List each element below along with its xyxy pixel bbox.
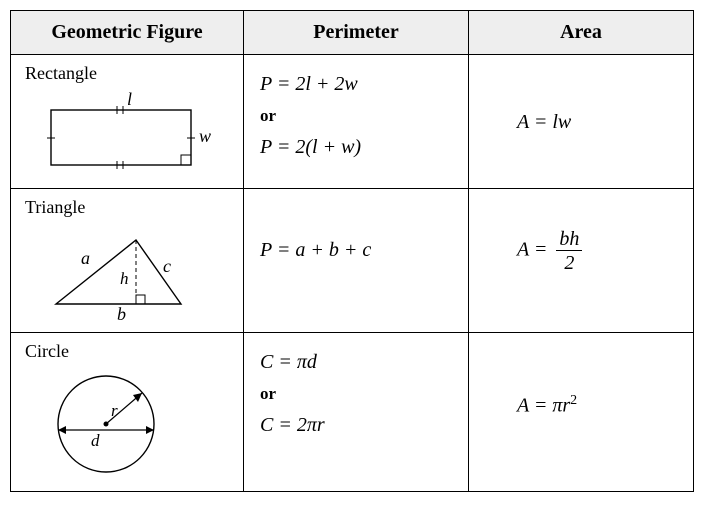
- label-h: h: [120, 269, 129, 288]
- label-r: r: [111, 401, 118, 420]
- row-circle: Circle r d: [11, 333, 694, 492]
- perim-rect-2: P = 2(l + w): [260, 136, 458, 159]
- row-triangle: Triangle a c b h: [11, 189, 694, 333]
- perim-rect-or: or: [260, 106, 458, 126]
- figure-name-triangle: Triangle: [25, 197, 233, 218]
- circ-1: C = πd: [260, 351, 458, 374]
- perimeter-triangle: P = a + b + c: [244, 189, 469, 333]
- circle-diagram: r d: [31, 366, 233, 481]
- perim-tri-1: P = a + b + c: [260, 239, 458, 262]
- figure-name-rectangle: Rectangle: [25, 63, 233, 84]
- area-tri-lhs: A =: [517, 239, 547, 261]
- header-row: Geometric Figure Perimeter Area: [11, 11, 694, 55]
- area-tri-num: bh: [556, 229, 582, 251]
- label-b: b: [117, 304, 126, 322]
- row-rectangle: Rectangle l: [11, 55, 694, 189]
- label-l: l: [127, 89, 132, 109]
- triangle-diagram: a c b h: [31, 222, 233, 322]
- formula-table: Geometric Figure Perimeter Area Rectangl…: [10, 10, 694, 492]
- rectangle-diagram: l w: [31, 88, 233, 178]
- area-circle-exp: 2: [570, 393, 577, 408]
- header-area: Area: [469, 11, 694, 55]
- label-w: w: [199, 126, 211, 146]
- label-d: d: [91, 431, 100, 450]
- circ-2: C = 2πr: [260, 414, 458, 437]
- perim-rect-1: P = 2l + 2w: [260, 73, 458, 96]
- label-c: c: [163, 256, 171, 276]
- figure-name-circle: Circle: [25, 341, 233, 362]
- perimeter-circle: C = πd or C = 2πr: [244, 333, 469, 492]
- circ-or: or: [260, 384, 458, 404]
- perimeter-rectangle: P = 2l + 2w or P = 2(l + w): [244, 55, 469, 189]
- header-perimeter: Perimeter: [244, 11, 469, 55]
- area-circle-base: A = πr: [517, 395, 570, 417]
- label-a: a: [81, 248, 90, 268]
- area-rectangle: A = lw: [469, 55, 694, 189]
- area-circle: A = πr2: [469, 333, 694, 492]
- area-triangle: A = bh 2: [469, 189, 694, 333]
- area-tri-den: 2: [556, 251, 582, 273]
- header-figure: Geometric Figure: [11, 11, 244, 55]
